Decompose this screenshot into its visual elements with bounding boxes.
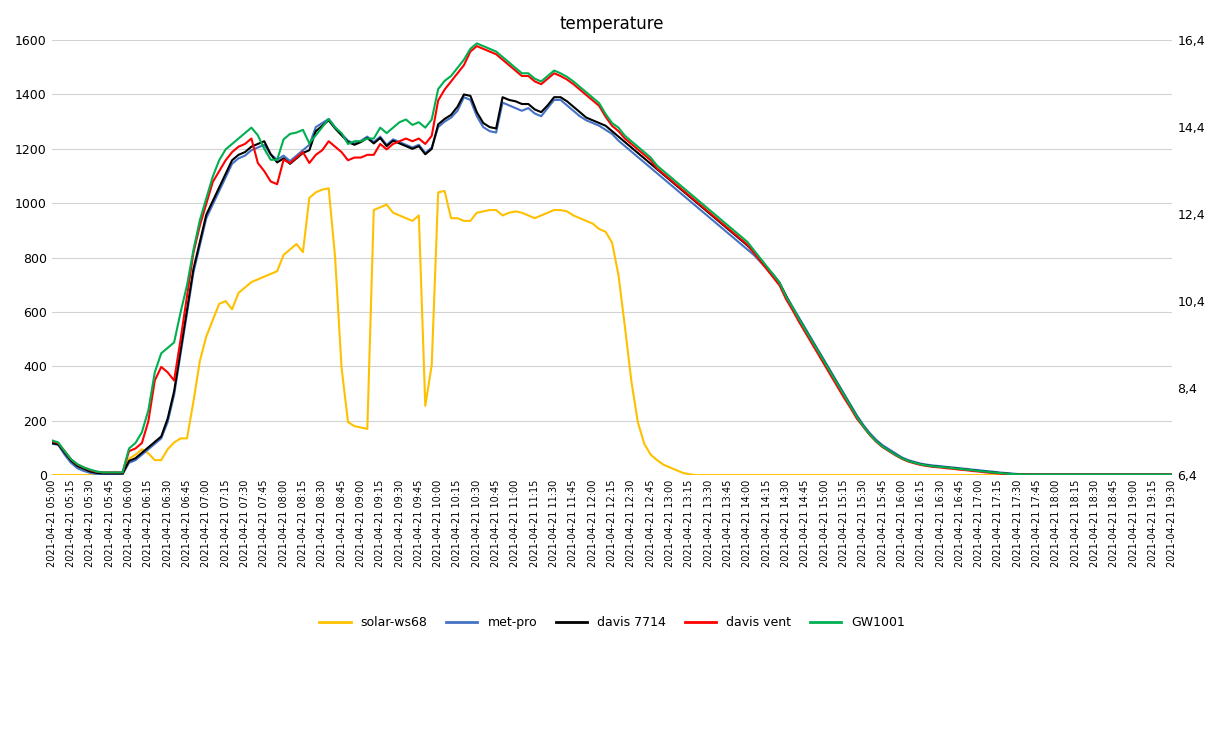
- Line: davis 7714: davis 7714: [51, 94, 1172, 475]
- Line: davis vent: davis vent: [51, 46, 1172, 475]
- Line: solar-ws68: solar-ws68: [51, 188, 1172, 475]
- Line: met-pro: met-pro: [51, 97, 1172, 475]
- Title: temperature: temperature: [560, 15, 665, 33]
- Legend: solar-ws68, met-pro, davis 7714, davis vent, GW1001: solar-ws68, met-pro, davis 7714, davis v…: [315, 611, 910, 634]
- Line: GW1001: GW1001: [51, 43, 1172, 475]
